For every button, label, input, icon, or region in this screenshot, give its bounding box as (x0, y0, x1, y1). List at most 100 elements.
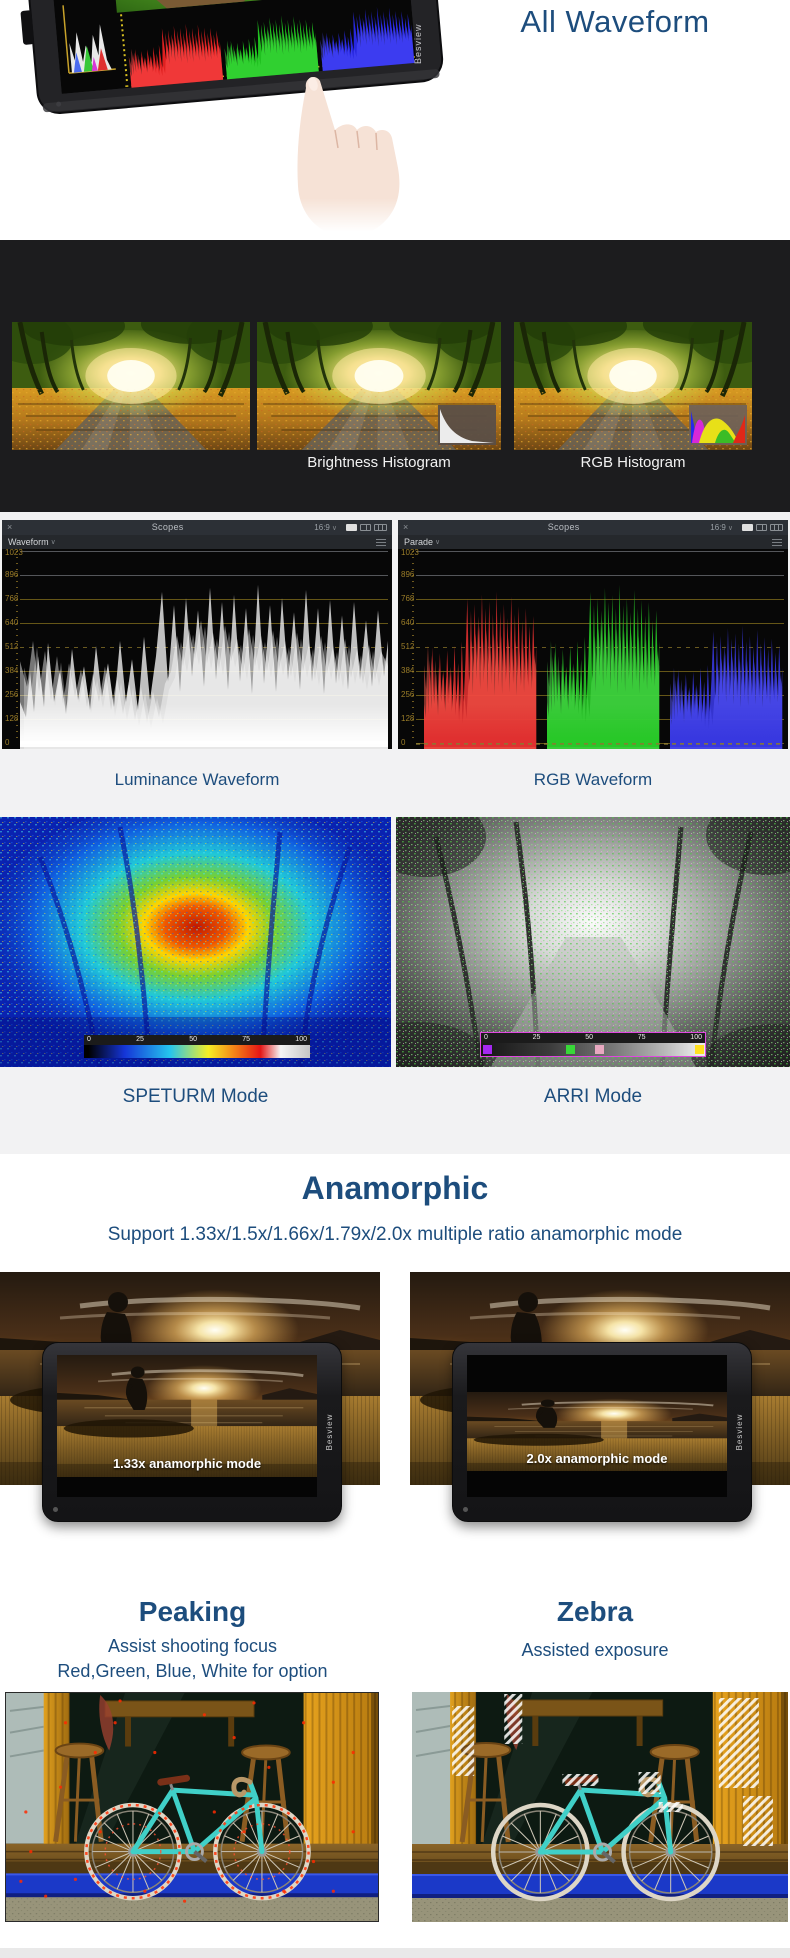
spectrum-gradient (84, 1045, 310, 1058)
peaking-line1: Assist shooting focus (107, 1636, 278, 1656)
histogram-section: Brightness Histogram RGB Histogram (0, 240, 790, 512)
anamorphic-heading: Anamorphic (301, 1170, 489, 1206)
axis-label: 896 (5, 570, 19, 579)
quad-view-icon[interactable] (770, 524, 783, 531)
close-icon[interactable]: × (403, 522, 409, 532)
tree-photo-brightness (257, 322, 501, 450)
close-icon[interactable]: × (7, 522, 13, 532)
axis-label: 384 (5, 666, 19, 675)
tree-photo (12, 322, 250, 450)
scope-title: Scopes (547, 522, 580, 532)
yellow-chip (695, 1045, 704, 1054)
arri-mode-caption: ARRI Mode (543, 1086, 643, 1107)
pointing-hand (297, 77, 400, 236)
speturm-mode-caption: SPETURM Mode (122, 1086, 269, 1107)
axis-label: 1023 (401, 549, 419, 557)
tick-label: 25 (136, 1036, 144, 1043)
aspect-value: 16:9 (314, 522, 330, 532)
speturm-false-color-photo (0, 817, 391, 1067)
anamorphic-133-figure: 1.33x anamorphic mode Besview (0, 1272, 380, 1522)
quad-view-icon[interactable] (374, 524, 387, 531)
rgb-parade-panel: × Scopes 16:9 ∨ Parade ∨ 1023 896 768 640 (398, 520, 788, 749)
axis-minor-ticks (412, 551, 414, 743)
axis-label: 512 (5, 642, 19, 651)
section-title-all-waveform: All Waveform (520, 4, 710, 39)
scope-mode-bar: Waveform ∨ (2, 535, 392, 549)
aspect-value: 16:9 (710, 522, 726, 532)
dual-view-icon[interactable] (360, 524, 371, 531)
axis-minor-ticks (16, 551, 18, 743)
arri-gradient (481, 1043, 705, 1056)
axis-label: 384 (401, 666, 415, 675)
chevron-down-icon: ∨ (435, 539, 441, 546)
bicycle-zebra-photo (412, 1692, 788, 1922)
aspect-ratio-dropdown[interactable]: 16:9 ∨ (314, 520, 339, 536)
tree-photo-original (12, 322, 250, 450)
luminance-waveform-trace (20, 584, 388, 749)
monitor-frame: 2.0x anamorphic mode Besview (452, 1342, 752, 1522)
rgb-parade-trace (416, 584, 784, 749)
axis-label: 128 (5, 714, 19, 723)
pink-chip (595, 1045, 605, 1054)
tick-label: 0 (87, 1036, 91, 1043)
brand-logo: Besview (735, 1413, 744, 1451)
speturm-scale-bar: 0 25 50 75 100 (84, 1035, 310, 1058)
axis-label: 896 (401, 570, 415, 579)
purple-chip (483, 1045, 492, 1054)
menu-icon[interactable] (772, 538, 782, 546)
axis-label: 0 (5, 738, 10, 747)
aspect-ratio-dropdown[interactable]: 16:9 ∨ (710, 520, 735, 536)
luminance-waveform-panel: × Scopes 16:9 ∨ Waveform ∨ 1023 896 768 6… (2, 520, 392, 749)
speturm-mode-image: 0 25 50 75 100 (0, 817, 391, 1067)
peaking-example-image (5, 1692, 379, 1922)
tick-label: 50 (189, 1036, 197, 1043)
chevron-down-icon: ∨ (727, 524, 733, 532)
green-chip (566, 1045, 576, 1054)
tick-label: 75 (242, 1036, 251, 1043)
scale-ticks: 0 25 50 75 100 (84, 1035, 310, 1045)
arri-scale-bar: 0 25 50 75 100 (480, 1032, 706, 1057)
axis-label: 256 (5, 690, 19, 699)
layout-icons (742, 524, 783, 531)
monitor-screen: 2.0x anamorphic mode (467, 1355, 727, 1497)
rgb-waveform-caption: RGB Waveform (533, 770, 653, 789)
brightness-histogram-overlay (438, 405, 496, 445)
axis-label: 768 (5, 594, 19, 603)
power-led (53, 1507, 58, 1512)
monitor-screen: 1.33x anamorphic mode (57, 1355, 317, 1497)
layout-icons (346, 524, 387, 531)
zebra-overlay (452, 1694, 773, 1846)
monitor-hero-photo (18, 0, 470, 240)
anamorphic-subtitle: Support 1.33x/1.5x/1.66x/1.79x/2.0x mult… (107, 1224, 683, 1245)
peaking-heading: Peaking (138, 1596, 247, 1627)
scope-title: Scopes (151, 522, 184, 532)
dual-view-icon[interactable] (756, 524, 767, 531)
rgb-histogram-caption: RGB Histogram (580, 454, 686, 471)
axis-label: 512 (401, 642, 415, 651)
single-view-icon[interactable] (742, 524, 753, 531)
bicycle-peaking-photo (6, 1693, 378, 1921)
axis-label: 640 (5, 618, 19, 627)
scope-header: × Scopes 16:9 ∨ (398, 520, 788, 535)
chevron-down-icon: ∨ (331, 524, 337, 532)
scope-mode-dropdown[interactable]: Parade (404, 537, 434, 547)
scope-mode-dropdown[interactable]: Waveform (8, 537, 49, 547)
power-led (463, 1507, 468, 1512)
hero-brand-logo: Besview (413, 23, 423, 64)
arri-false-color-photo (396, 817, 790, 1067)
anamorphic-20-figure: 2.0x anamorphic mode Besview (410, 1272, 790, 1522)
menu-icon[interactable] (376, 538, 386, 546)
tick-label: 100 (690, 1034, 702, 1041)
brand-logo: Besview (325, 1413, 334, 1451)
scope-header: × Scopes 16:9 ∨ (2, 520, 392, 535)
chevron-down-icon: ∨ (50, 539, 56, 546)
axis-label: 1023 (5, 549, 23, 557)
tick-label: 75 (637, 1034, 646, 1041)
axis-label: 128 (401, 714, 415, 723)
peaking-line2: Red,Green, Blue, White for option (57, 1661, 328, 1681)
zebra-heading: Zebra (556, 1596, 634, 1627)
scale-ticks: 0 25 50 75 100 (481, 1033, 705, 1043)
rgb-parade-graph: 1023 896 768 640 512 384 256 128 0 (398, 549, 788, 749)
single-view-icon[interactable] (346, 524, 357, 531)
